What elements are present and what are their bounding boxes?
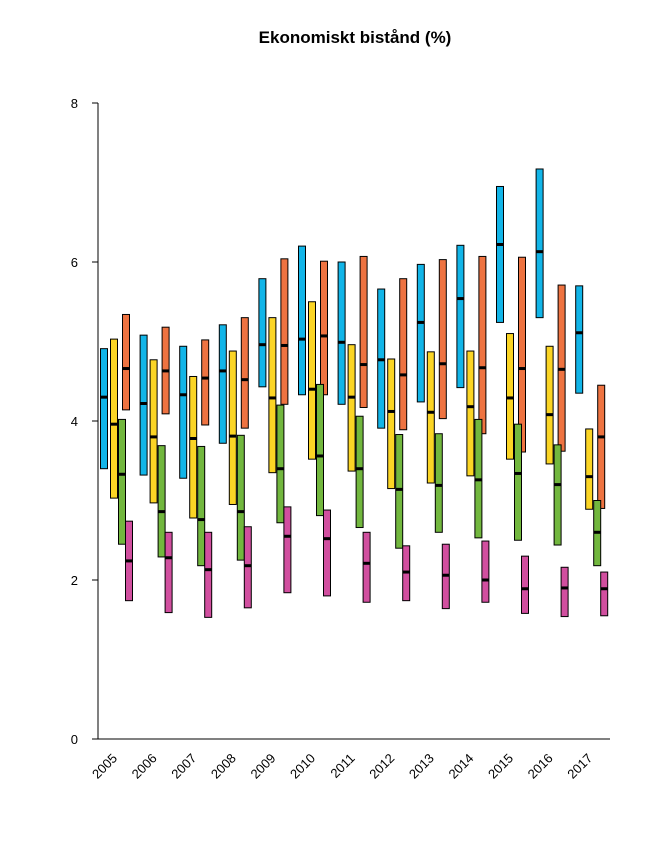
box-mark	[521, 555, 529, 614]
y-tick-label: 8	[71, 96, 78, 111]
boxes	[100, 168, 609, 618]
box-mark	[100, 348, 108, 470]
box-mark	[478, 255, 487, 435]
box-mark	[597, 384, 606, 509]
box-mark	[466, 350, 475, 477]
x-tick-label: 2014	[445, 751, 476, 782]
box-mark	[553, 444, 562, 546]
box-mark	[139, 334, 148, 476]
box-mark	[236, 434, 245, 561]
box-mark	[560, 566, 569, 618]
box-mark	[283, 506, 292, 594]
box-mark	[276, 404, 285, 524]
x-tick-label: 2015	[485, 751, 516, 782]
box-mark	[535, 168, 544, 319]
x-tick-label: 2009	[247, 751, 278, 782]
box-mark	[545, 345, 554, 465]
box-mark	[506, 333, 514, 460]
box-mark	[268, 317, 277, 474]
x-tick-label: 2005	[89, 751, 120, 782]
chart-title: Ekonomiskt bistånd (%)	[258, 28, 452, 47]
box-mark	[204, 531, 213, 618]
x-tick-label: 2012	[366, 751, 397, 782]
box-mark	[323, 509, 331, 597]
x-tick-label: 2007	[168, 751, 199, 782]
box-mark	[496, 185, 504, 323]
box-mark	[518, 256, 526, 453]
box-mark	[218, 324, 227, 444]
box-mark	[362, 531, 371, 603]
box-mark	[359, 255, 368, 408]
box-mark	[110, 338, 118, 499]
box-mark	[179, 345, 188, 479]
box-mark	[316, 383, 324, 517]
box-mark	[387, 358, 396, 490]
box-mark	[514, 423, 522, 541]
box-mark	[197, 445, 206, 567]
box-mark	[575, 285, 584, 394]
y-tick-label: 2	[71, 573, 78, 588]
box-mark	[164, 531, 173, 614]
y-tick-label: 6	[71, 255, 78, 270]
box-mark	[438, 259, 447, 420]
box-mark	[243, 526, 252, 609]
box-mark	[308, 301, 316, 460]
box-mark	[456, 244, 465, 389]
box-mark	[149, 359, 158, 504]
box-mark	[395, 434, 404, 549]
box-mark	[434, 433, 443, 533]
x-tick-label: 2006	[129, 751, 160, 782]
box-mark	[201, 339, 210, 426]
box-mark	[337, 261, 346, 405]
box-mark	[298, 245, 306, 396]
box-mark	[122, 313, 130, 411]
box-mark	[426, 351, 435, 484]
box-mark	[118, 418, 126, 545]
x-tick-label: 2010	[287, 751, 318, 782]
box-mark	[481, 540, 490, 603]
box-mark	[355, 415, 364, 529]
x-tick-label: 2017	[564, 751, 595, 782]
box-mark	[416, 263, 425, 403]
box-mark	[585, 428, 594, 510]
box-mark	[189, 375, 198, 519]
y-tick-label: 0	[71, 732, 78, 747]
x-tick-label: 2016	[525, 751, 556, 782]
x-tick-label: 2013	[406, 751, 437, 782]
box-mark	[228, 350, 237, 505]
x-tick-label: 2011	[327, 751, 357, 781]
box-mark	[240, 317, 249, 429]
box-mark	[258, 278, 267, 388]
box-mark	[280, 258, 289, 405]
box-mark	[320, 260, 328, 396]
box-mark	[399, 278, 408, 431]
box-mark	[157, 445, 166, 558]
x-tick-label: 2008	[208, 751, 239, 782]
box-mark	[600, 571, 609, 617]
box-mark	[347, 344, 356, 472]
y-tick-label: 4	[71, 414, 78, 429]
